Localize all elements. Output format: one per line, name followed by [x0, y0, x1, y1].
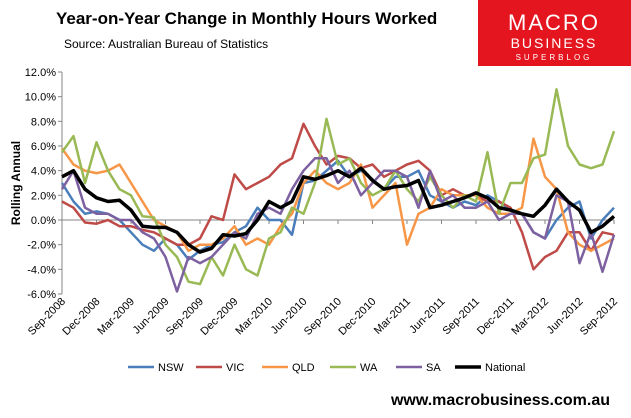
- legend-label: SA: [426, 362, 441, 374]
- chart-subtitle: Source: Australian Bureau of Statistics: [64, 37, 268, 51]
- x-tick-label: Dec-2009: [198, 296, 240, 338]
- series-line: [60, 88, 616, 286]
- y-tick-label: 8.0%: [31, 116, 56, 128]
- y-tick-label: 0.0%: [31, 215, 56, 227]
- footer: www.macrobusiness.com.au: [390, 392, 610, 409]
- x-tick-label: Dec-2010: [336, 296, 378, 338]
- y-tick-label: 4.0%: [31, 166, 56, 178]
- logo-line1: MACRO: [508, 10, 600, 35]
- logo-line2: BUSINESS: [511, 35, 598, 51]
- logo-line3: SUPERBLOG: [516, 53, 593, 62]
- y-tick-label: 12.0%: [25, 67, 56, 79]
- y-tick-label: 2.0%: [31, 190, 56, 202]
- legend-label: NSW: [158, 362, 184, 374]
- x-tick-label: Mar-2012: [509, 296, 551, 338]
- x-tick-label: Mar-2009: [95, 296, 137, 338]
- chart-title: Year-on-Year Change in Monthly Hours Wor…: [56, 9, 437, 28]
- legend-label: WA: [360, 362, 378, 374]
- x-tick-label: Sep-2012: [578, 296, 620, 338]
- legend-label: VIC: [226, 362, 244, 374]
- legend-label: National: [485, 362, 525, 374]
- x-tick-label: Mar-2011: [372, 296, 413, 337]
- y-tick-label: 6.0%: [31, 141, 56, 153]
- y-axis-label: Rolling Annual: [9, 141, 23, 225]
- legend-label: QLD: [292, 362, 315, 374]
- logo-box: [478, 0, 631, 66]
- series-line: [61, 166, 616, 254]
- x-tick-label: Dec-2008: [60, 296, 102, 338]
- y-tick-label: -4.0%: [27, 264, 56, 276]
- y-tick-label: -2.0%: [27, 240, 56, 252]
- y-tick-label: 10.0%: [25, 92, 56, 104]
- series-line: [60, 159, 615, 261]
- y-tick-label: -6.0%: [27, 289, 56, 301]
- series-line: [61, 122, 615, 271]
- x-tick-label: Mar-2010: [233, 296, 275, 338]
